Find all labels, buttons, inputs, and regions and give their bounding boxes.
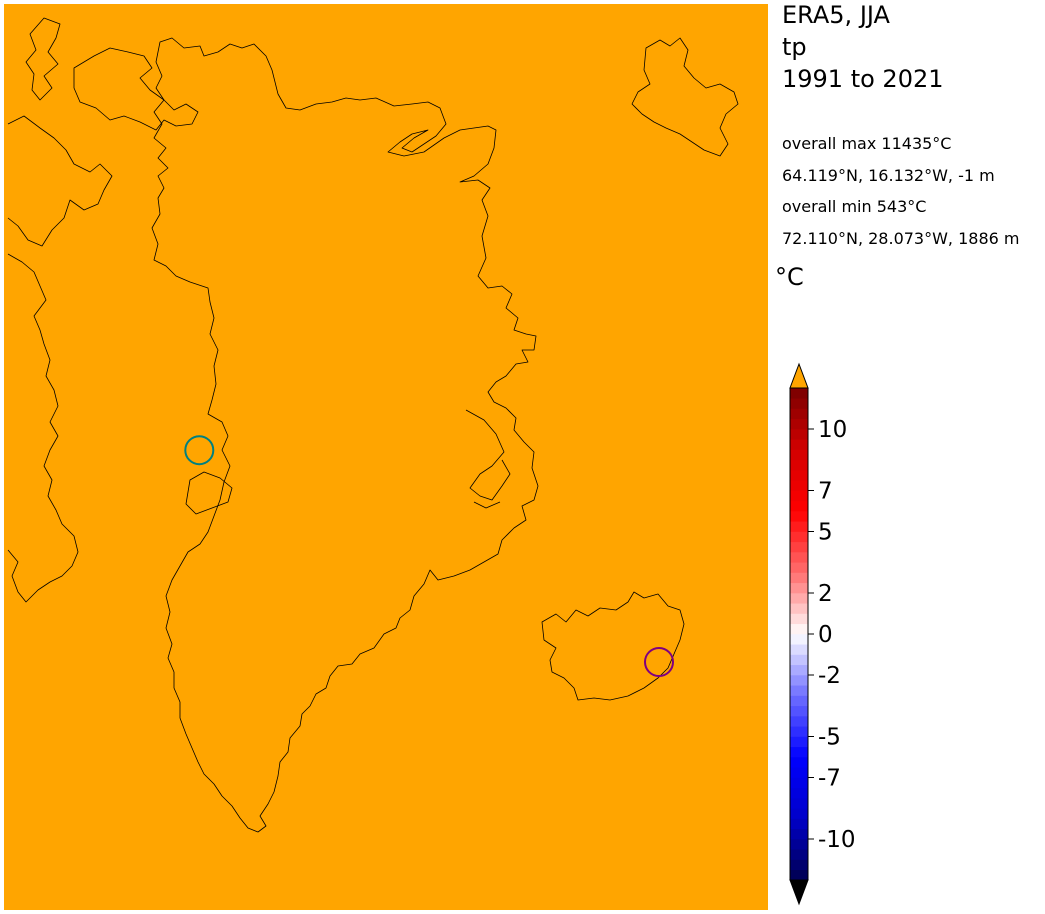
colorbar-band (790, 531, 808, 543)
colorbar-band (790, 695, 808, 707)
colorbar-band (790, 654, 808, 666)
colorbar-ticks: 10 7 5 2 0 -2 -5 -7 -10 (808, 417, 856, 853)
colorbar-band (790, 603, 808, 614)
colorbar-tick-label: 10 (818, 417, 847, 443)
colorbar-band (790, 726, 808, 737)
colorbar-band (790, 480, 808, 491)
colorbar-band (790, 572, 808, 584)
colorbar-band (790, 459, 808, 471)
stat-max-label: overall max 11435°C (782, 134, 952, 153)
colorbar-band (790, 613, 808, 625)
colorbar-band (790, 869, 808, 881)
colorbar-band (790, 705, 808, 717)
colorbar-tick-label: 7 (818, 479, 833, 505)
baffin-coastline (7, 253, 79, 603)
colorbar-band (790, 787, 808, 799)
colorbar-band (790, 552, 808, 563)
colorbar-band (790, 777, 808, 789)
colorbar-band (790, 716, 808, 727)
colorbar-band (790, 767, 808, 778)
colorbar-band (790, 818, 808, 830)
colorbar-band (790, 757, 808, 768)
min-marker (184, 435, 215, 466)
colorbar-tick-label: -10 (818, 827, 856, 853)
colorbar-band (790, 541, 808, 553)
colorbar-band (790, 500, 808, 512)
colorbar-band (790, 849, 808, 860)
svalbard-coastline (631, 37, 739, 157)
iceland-coastline (541, 591, 685, 701)
colorbar-tick-label: -5 (818, 725, 841, 751)
extremes-markers (184, 435, 674, 677)
stat-min-label: overall min 543°C (782, 197, 927, 216)
stat-min-location: 72.110°N, 28.073°W, 1886 m (782, 229, 1020, 248)
colorbar-tick-label: 0 (818, 622, 833, 648)
colorbar-band (790, 511, 808, 522)
greenland-coastline (151, 37, 539, 833)
colorbar-band (790, 418, 808, 430)
colorbar-band (790, 828, 808, 840)
colorbar-band (790, 685, 808, 696)
map-panel (4, 4, 768, 910)
colorbar-band (790, 521, 808, 532)
colorbar-band (790, 429, 808, 440)
colorbar-tick-label: -2 (818, 663, 841, 689)
colorbar-band (790, 562, 808, 573)
colorbar-band (790, 593, 808, 604)
colorbar-band (790, 439, 808, 450)
map-fill (4, 4, 768, 910)
colorbar-bands (790, 388, 808, 881)
colorbar-band (790, 736, 808, 748)
ellesmere-coastline (7, 17, 199, 247)
colorbar-over-triangle (789, 362, 809, 389)
colorbar-band (790, 388, 808, 399)
title-period: 1991 to 2021 (782, 65, 944, 93)
colorbar-band (790, 470, 808, 481)
colorbar-band (790, 746, 808, 758)
colorbar-band (790, 582, 808, 594)
max-marker (644, 647, 674, 677)
greenland-east-fjords (465, 409, 511, 509)
colorbar-unit: °C (775, 263, 804, 291)
colorbar-band (790, 675, 808, 686)
stat-max-location: 64.119°N, 16.132°W, -1 m (782, 166, 995, 185)
colorbar-tick-label: -7 (818, 766, 841, 792)
title-variable: tp (782, 33, 807, 61)
colorbar-band (790, 490, 808, 502)
colorbar-band (790, 398, 808, 409)
colorbar-tick-label: 2 (818, 581, 833, 607)
colorbar-band (790, 449, 808, 461)
colorbar-under-triangle (789, 879, 809, 906)
colorbar-band (790, 808, 808, 819)
colorbar: 10 7 5 2 0 -2 -5 -7 -10 (789, 362, 856, 906)
colorbar-band (790, 859, 808, 871)
coastlines (7, 17, 739, 833)
colorbar-band (790, 634, 808, 645)
colorbar-band (790, 644, 808, 655)
greenland-inland-fjord (185, 471, 233, 515)
colorbar-tick-label: 5 (818, 520, 833, 546)
colorbar-band (790, 623, 808, 635)
colorbar-band (790, 664, 808, 676)
title-dataset: ERA5, JJA (782, 1, 890, 29)
colorbar-band (790, 798, 808, 809)
colorbar-band (790, 408, 808, 420)
colorbar-band (790, 839, 808, 850)
